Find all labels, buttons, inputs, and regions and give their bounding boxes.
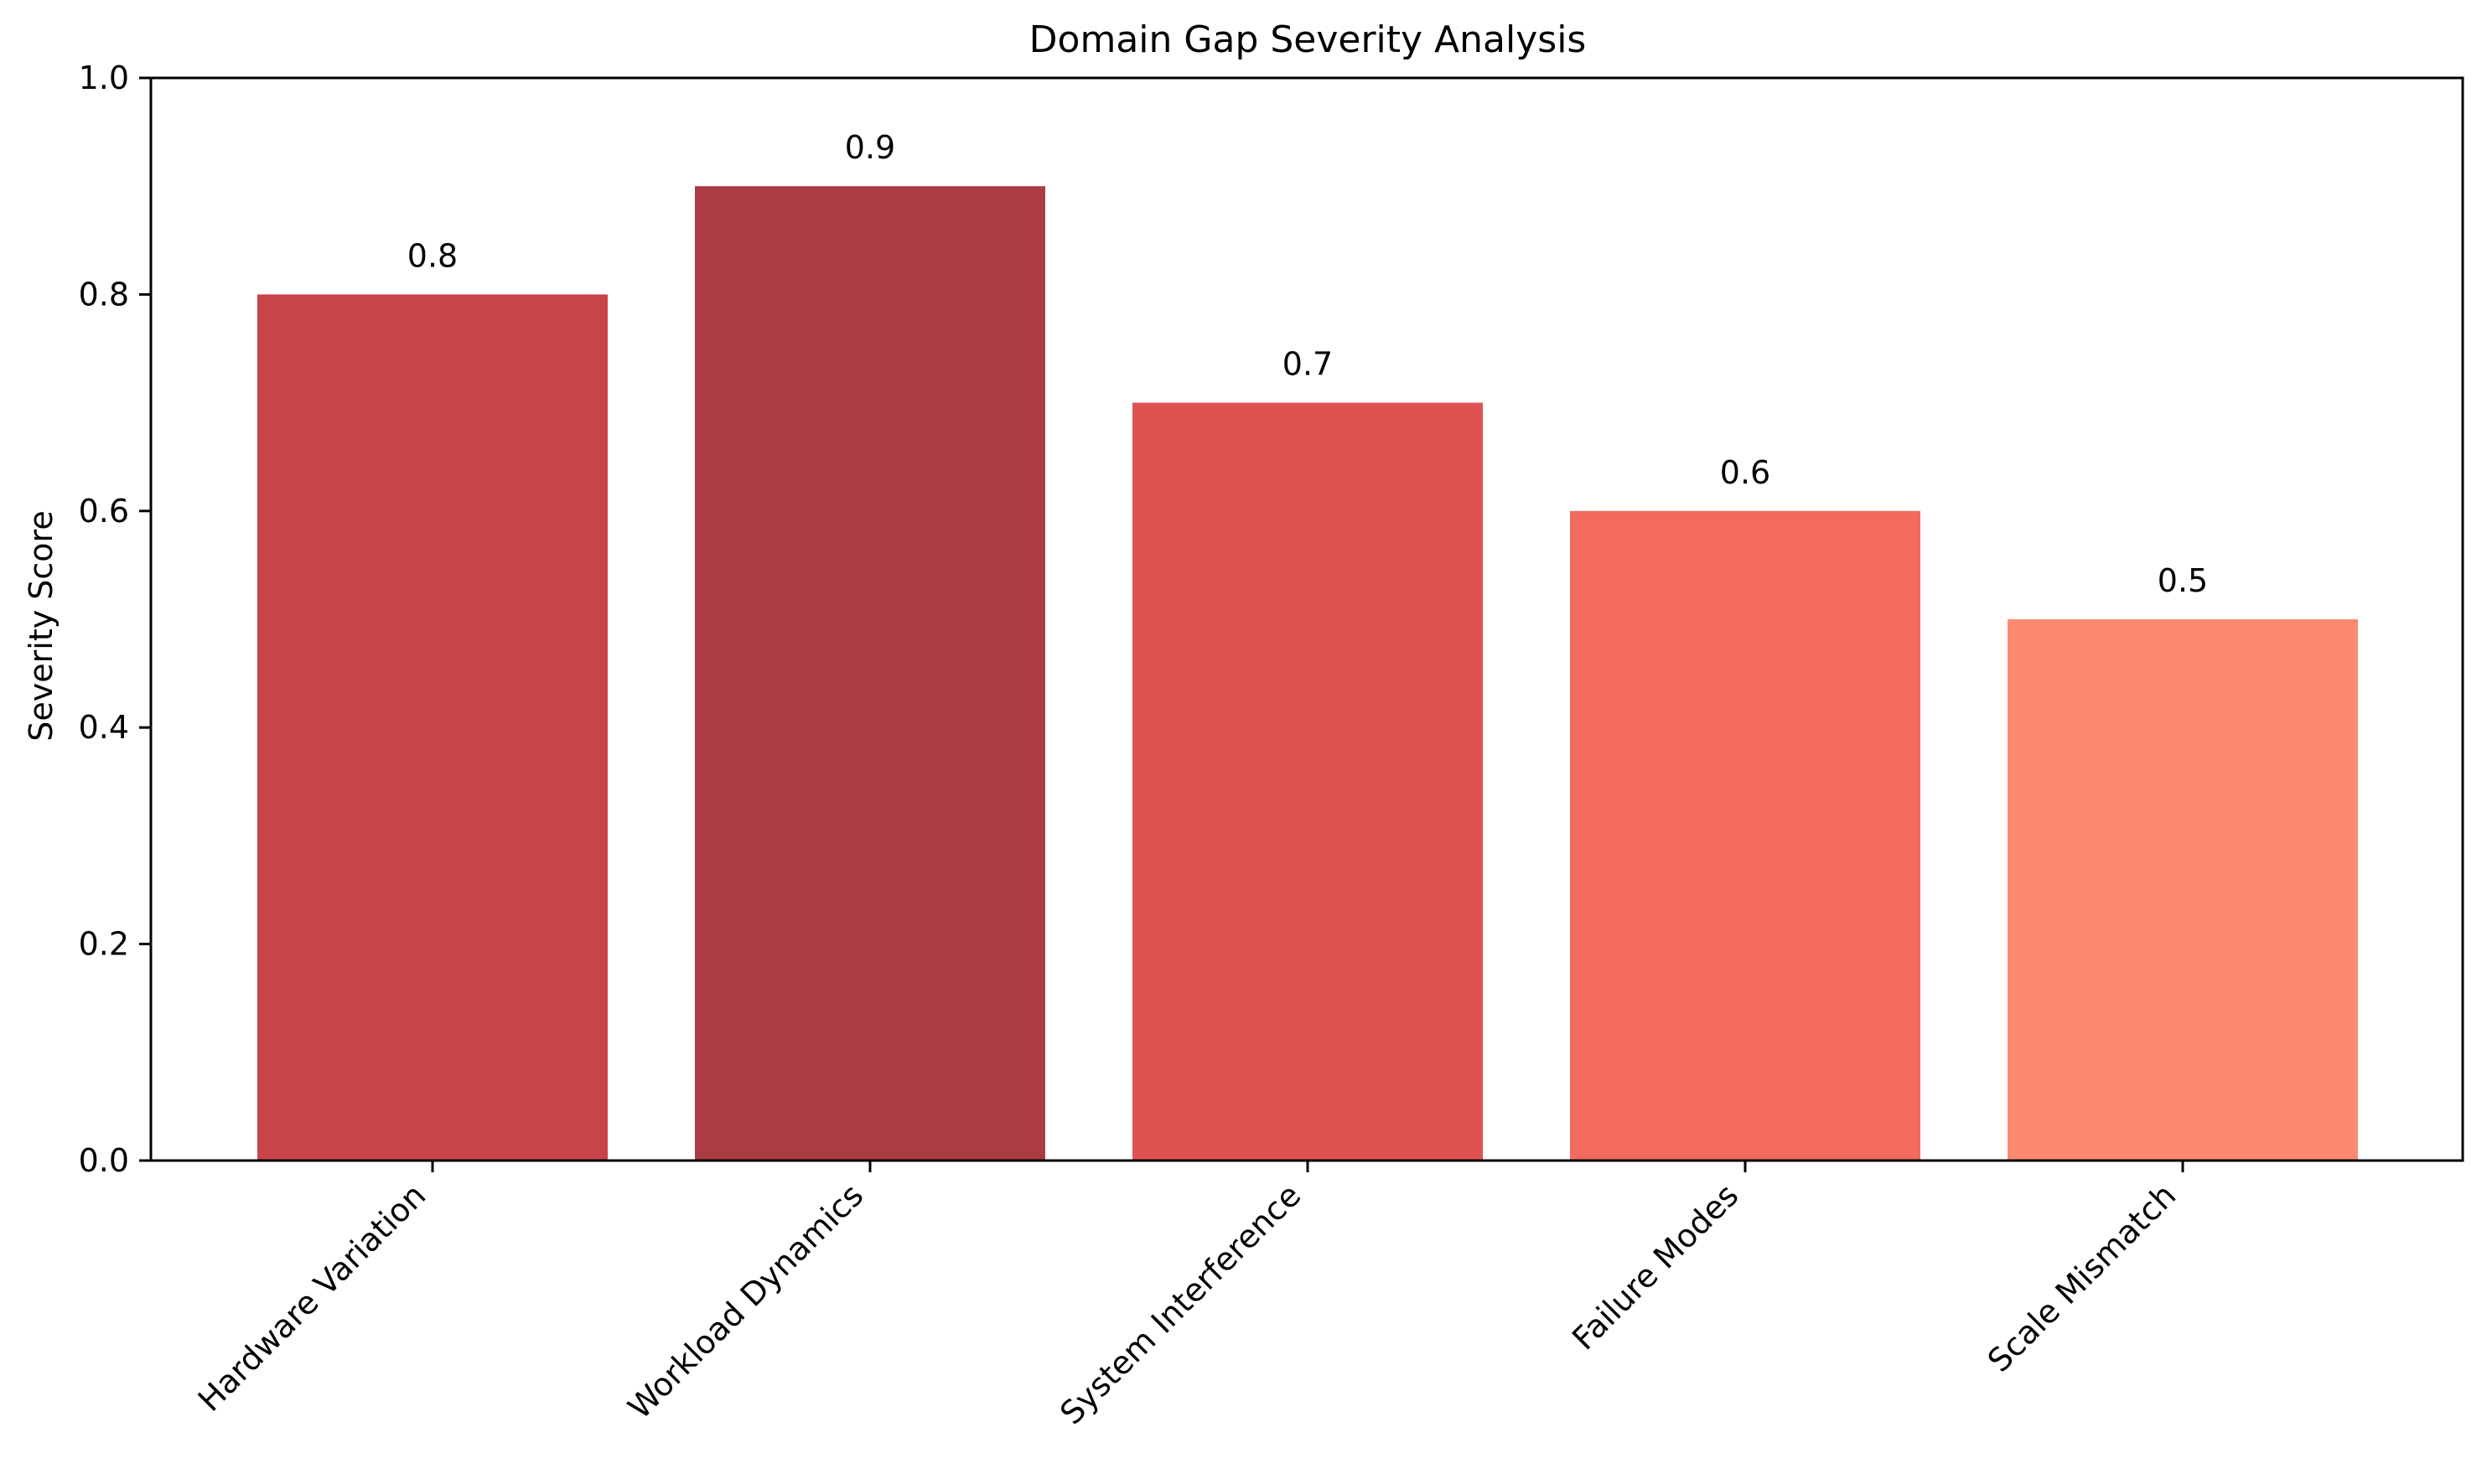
y-tick-label: 0.2 bbox=[79, 926, 129, 963]
y-axis-label: Severity Score bbox=[23, 510, 60, 741]
bar-3 bbox=[1132, 402, 1483, 1161]
value-labels-layer: 0.8 0.9 0.7 0.6 0.5 bbox=[407, 129, 2208, 599]
bar-value-label: 0.7 bbox=[1282, 346, 1333, 383]
y-tick-label: 1.0 bbox=[79, 59, 129, 96]
bar-5 bbox=[2008, 619, 2358, 1161]
bar-value-label: 0.6 bbox=[1720, 454, 1770, 491]
bars-layer bbox=[257, 186, 2358, 1161]
bar-2 bbox=[695, 186, 1045, 1161]
y-tick-label: 0.6 bbox=[79, 493, 129, 530]
bar-value-label: 0.5 bbox=[2158, 562, 2208, 599]
bar-1 bbox=[257, 294, 608, 1161]
bar-value-label: 0.9 bbox=[845, 129, 895, 166]
bar-4 bbox=[1570, 510, 1920, 1161]
bar-value-label: 0.8 bbox=[407, 237, 458, 274]
y-axis: 0.0 0.2 0.4 0.6 0.8 1.0 bbox=[79, 59, 151, 1179]
plot-frame bbox=[149, 76, 2464, 1162]
y-tick-label: 0.8 bbox=[79, 276, 129, 313]
y-tick-label: 0.4 bbox=[79, 709, 129, 746]
chart-title: Domain Gap Severity Analysis bbox=[1029, 18, 1587, 61]
y-tick-label: 0.0 bbox=[79, 1142, 129, 1179]
